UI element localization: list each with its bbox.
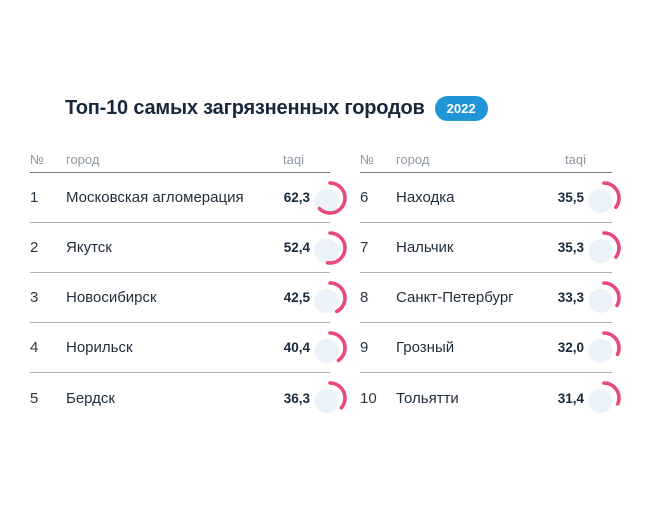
- rank-cell: 1: [30, 189, 39, 206]
- taqi-gauge-arc: [587, 180, 621, 215]
- table-header: № город taqi: [360, 146, 612, 173]
- taqi-value: 31,4: [557, 390, 584, 406]
- rank-cell: 9: [360, 339, 369, 356]
- column-header-rank: №: [30, 151, 44, 167]
- taqi-value: 40,4: [283, 340, 310, 355]
- column-header-city: город: [66, 151, 100, 167]
- city-cell: Санкт-Петербург: [396, 289, 514, 306]
- city-cell: Бердск: [66, 389, 115, 407]
- rank-cell: 3: [30, 289, 39, 306]
- table-row: 1 Московская агломерация 62,3: [30, 173, 347, 223]
- taqi-gauge-arc: [587, 381, 621, 415]
- city-cell: Норильск: [66, 339, 133, 356]
- rank-cell: 5: [30, 389, 39, 407]
- rank-cell: 6: [360, 189, 369, 206]
- taqi-gauge-arc: [587, 330, 621, 365]
- taqi-value: 32,0: [557, 340, 584, 355]
- table-row: 2 Якутск 52,4: [30, 223, 347, 273]
- city-cell: Нальчик: [396, 239, 454, 256]
- table-row: 4 Норильск 40,4: [30, 323, 347, 373]
- city-cell: Находка: [396, 189, 455, 206]
- taqi-gauge-arc: [313, 180, 347, 215]
- column-header-rank: №: [360, 151, 374, 167]
- taqi-value: 35,3: [557, 240, 584, 255]
- table-row: 10 Тольятти 31,4: [360, 373, 621, 423]
- column-header-taqi: taqi: [565, 151, 586, 167]
- city-cell: Тольятти: [396, 389, 459, 407]
- rank-cell: 2: [30, 239, 39, 256]
- table-body: 6 Находка 35,5 7 Нальчик 35,3 8 Санкт-Пе…: [360, 173, 621, 423]
- city-cell: Новосибирск: [66, 289, 157, 306]
- city-cell: Московская агломерация: [66, 189, 244, 206]
- table-row: 8 Санкт-Петербург 33,3: [360, 273, 621, 323]
- taqi-gauge-arc: [587, 230, 621, 265]
- year-badge: 2022: [434, 96, 488, 121]
- taqi-gauge-arc: [313, 280, 347, 315]
- ranking-table-left: № город taqi 1 Московская агломерация 62…: [30, 146, 347, 423]
- city-cell: Грозный: [396, 339, 455, 356]
- taqi-gauge-arc: [313, 330, 347, 365]
- rank-cell: 4: [30, 339, 39, 356]
- title-row: Топ-10 самых загрязненных городов 2022: [0, 0, 656, 121]
- city-cell: Якутск: [66, 239, 112, 256]
- table-row: 9 Грозный 32,0: [360, 323, 621, 373]
- rank-cell: 7: [360, 239, 369, 256]
- table-row: 6 Находка 35,5: [360, 173, 621, 223]
- column-header-city: город: [396, 151, 430, 167]
- taqi-value: 62,3: [283, 190, 310, 205]
- taqi-value: 35,5: [557, 190, 584, 205]
- table-row: 7 Нальчик 35,3: [360, 223, 621, 273]
- rank-cell: 8: [360, 289, 369, 306]
- taqi-value: 42,5: [283, 290, 310, 305]
- table-row: 3 Новосибирск 42,5: [30, 273, 347, 323]
- taqi-value: 36,3: [283, 390, 310, 406]
- ranking-table-right: № город taqi 6 Находка 35,5 7 Нальчик 35…: [360, 146, 621, 423]
- column-header-taqi: taqi: [283, 151, 304, 167]
- taqi-value: 52,4: [283, 240, 310, 255]
- page-title: Топ-10 самых загрязненных городов: [65, 97, 425, 119]
- taqi-gauge-arc: [587, 280, 621, 315]
- taqi-gauge-arc: [313, 230, 347, 265]
- table-header: № город taqi: [30, 146, 330, 173]
- ranking-tables: № город taqi 1 Московская агломерация 62…: [30, 146, 656, 423]
- taqi-gauge-arc: [313, 381, 347, 415]
- table-row: 5 Бердск 36,3: [30, 373, 347, 423]
- table-body: 1 Московская агломерация 62,3 2 Якутск 5…: [30, 173, 347, 423]
- rank-cell: 10: [360, 389, 377, 407]
- taqi-value: 33,3: [557, 290, 584, 305]
